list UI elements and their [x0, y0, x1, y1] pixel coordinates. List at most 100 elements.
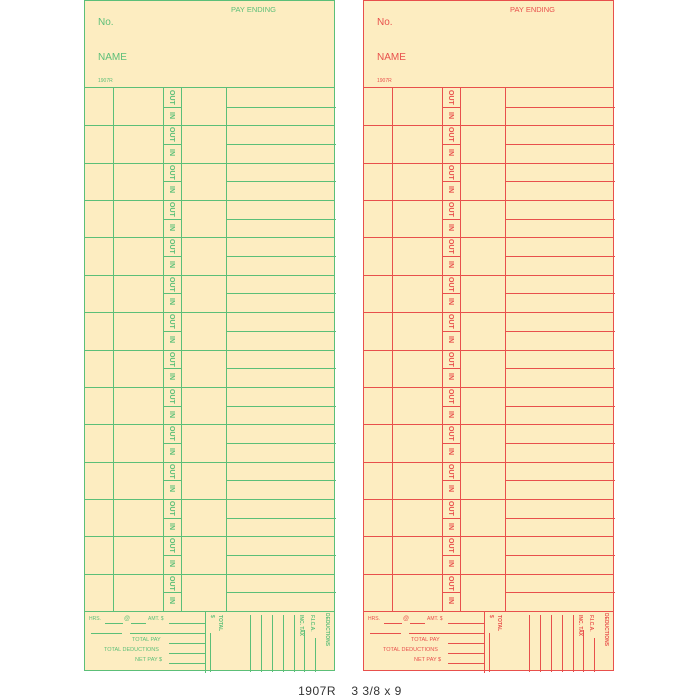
out-label: OUT — [447, 314, 454, 329]
in-label: IN — [168, 410, 175, 418]
row-divider — [364, 461, 613, 463]
fica-line — [583, 630, 584, 672]
caption: 1907R 3 3/8 x 9 — [298, 684, 402, 698]
out-label: OUT — [168, 164, 175, 180]
total-line — [489, 633, 490, 672]
half-divider — [442, 330, 460, 332]
in-label: IN — [447, 447, 454, 455]
half-divider — [163, 256, 181, 258]
half-divider — [226, 330, 336, 332]
out-label: OUT — [168, 276, 175, 292]
half-divider — [226, 293, 336, 295]
deduction-column — [272, 615, 273, 672]
row-divider — [85, 274, 334, 276]
in-label: IN — [447, 335, 454, 343]
blank-line — [409, 633, 484, 634]
half-divider — [163, 554, 181, 556]
out-label: OUT — [447, 538, 454, 554]
blank-line — [130, 633, 205, 634]
name-label: NAME — [98, 52, 127, 63]
out-label: OUT — [447, 426, 454, 441]
in-label: IN — [447, 111, 454, 119]
total-deductions-line — [169, 653, 205, 654]
out-label: OUT — [447, 463, 454, 479]
in-label: IN — [168, 111, 175, 119]
out-label: OUT — [447, 500, 454, 516]
half-divider — [226, 554, 336, 556]
tax-line — [594, 638, 595, 672]
in-label: IN — [168, 149, 175, 157]
half-divider — [226, 405, 336, 407]
half-divider — [163, 181, 181, 183]
half-divider — [226, 144, 336, 146]
half-divider — [226, 181, 336, 183]
total-label: TOTAL — [496, 615, 502, 632]
blank-line — [91, 633, 122, 634]
row-divider — [364, 162, 613, 164]
fica-label: F.I.C.A. — [588, 615, 594, 632]
deduction-column — [283, 615, 284, 672]
row-divider — [85, 573, 334, 575]
in-label: IN — [447, 485, 454, 493]
half-divider — [163, 592, 181, 594]
number-label: No. — [377, 17, 393, 28]
half-divider — [226, 517, 336, 519]
half-divider — [505, 368, 615, 370]
in-label: IN — [168, 261, 175, 269]
row-divider — [364, 424, 613, 426]
in-label: IN — [168, 373, 175, 381]
in-label: IN — [168, 485, 175, 493]
hrs-line — [105, 623, 123, 624]
hrs-label: HRS. — [368, 616, 380, 622]
row-divider — [364, 312, 613, 314]
half-divider — [442, 218, 460, 220]
half-divider — [442, 405, 460, 407]
out-label: OUT — [168, 426, 175, 441]
row-divider — [85, 125, 334, 127]
out-label: OUT — [168, 575, 175, 591]
total-deductions-label: TOTAL DEDUCTIONS — [383, 647, 438, 653]
deduction-column — [562, 615, 563, 672]
half-divider — [505, 144, 615, 146]
half-divider — [505, 181, 615, 183]
half-divider — [442, 480, 460, 482]
time-card-red: PAY ENDING No. NAME 1907R OUT IN OUT IN OUT IN OUT… — [363, 0, 615, 673]
out-label: OUT — [168, 314, 175, 329]
half-divider — [163, 144, 181, 146]
form-code: 1907R — [98, 78, 113, 84]
deduction-column — [540, 615, 541, 672]
row-divider — [364, 573, 613, 575]
half-divider — [505, 293, 615, 295]
half-divider — [505, 480, 615, 482]
out-label: OUT — [168, 351, 175, 367]
out-label: OUT — [168, 538, 175, 554]
fica-line — [304, 630, 305, 672]
row-divider — [85, 162, 334, 164]
in-label: IN — [168, 186, 175, 194]
amt-line — [448, 623, 484, 624]
pay-ending-label: PAY ENDING — [510, 5, 556, 14]
half-divider — [442, 293, 460, 295]
in-label: IN — [168, 597, 175, 605]
half-divider — [442, 181, 460, 183]
header-divider — [85, 87, 334, 88]
out-label: OUT — [168, 388, 175, 404]
fica-label: F.I.C.A. — [309, 615, 315, 632]
footer-divider — [85, 611, 334, 612]
in-label: IN — [447, 559, 454, 567]
at-label: @ — [403, 616, 410, 622]
hrs-label: HRS. — [89, 616, 101, 622]
half-divider — [226, 106, 336, 108]
half-divider — [163, 405, 181, 407]
total-deductions-label: TOTAL DEDUCTIONS — [104, 647, 159, 653]
rate-line — [131, 623, 146, 624]
out-label: OUT — [447, 351, 454, 367]
half-divider — [226, 218, 336, 220]
deduction-column — [250, 615, 251, 672]
out-label: OUT — [168, 463, 175, 479]
half-divider — [442, 592, 460, 594]
name-label: NAME — [377, 52, 406, 63]
out-label: OUT — [168, 202, 175, 217]
dollar-label: $ — [488, 615, 494, 618]
half-divider — [505, 554, 615, 556]
